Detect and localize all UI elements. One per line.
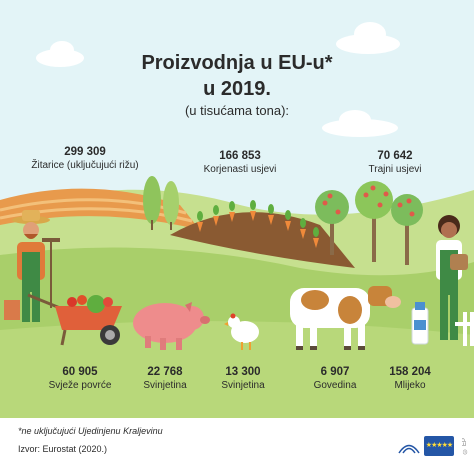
- stat-beef: 6 907 Govedina: [270, 366, 400, 391]
- footnote: *ne uključujući Ujedinjenu Kraljevinu: [18, 426, 163, 436]
- stat-fresh-vegetables: 60 905 Svježe povrće: [15, 366, 145, 391]
- stat-label: Svježe povrće: [48, 380, 112, 391]
- stat-value: 6 907: [320, 366, 350, 378]
- footer: [0, 418, 474, 474]
- cloud-icon: [36, 41, 84, 67]
- stat-label: Žitarice (uključujući rižu): [31, 160, 139, 171]
- farmer-icon: [12, 210, 60, 322]
- stat-poultry: 13 300 Svinjetina: [178, 366, 308, 391]
- stat-value: 158 204: [389, 366, 431, 378]
- cloud-icon: [322, 110, 398, 137]
- page-title: Proizvodnja u EU-u*: [141, 52, 333, 74]
- eu-flag-icon: ★★★★★: [424, 436, 454, 456]
- page-title-year: u 2019.: [203, 78, 271, 100]
- stat-value: 166 853: [219, 150, 261, 162]
- chicken-icon: [224, 313, 259, 350]
- stat-value: 13 300: [225, 366, 261, 378]
- milk-bottle-icon: [411, 302, 429, 345]
- wheelbarrow-icon: [27, 293, 122, 346]
- tree-icon: [143, 176, 179, 230]
- stat-label: Govedina: [313, 380, 357, 391]
- stat-pork: 22 768 Svinjetina: [100, 366, 230, 391]
- stat-label: Korjenasti usjevi: [203, 164, 277, 175]
- stat-root-crops: 166 853 Korjenasti usjevi: [175, 150, 305, 175]
- pig-icon: [133, 302, 210, 350]
- stat-value: 60 905: [62, 366, 98, 378]
- root-crop-field: [170, 200, 355, 268]
- stat-cereals: 299 309 Žitarice (uključujući rižu): [20, 146, 150, 171]
- stat-value: 299 309: [64, 146, 106, 158]
- cloud-icon: [336, 22, 400, 54]
- page-subtitle: (u tisućama tona):: [184, 103, 290, 118]
- stat-milk: 158 204 Mlijeko: [345, 366, 474, 391]
- parliament-logo-icon: [398, 440, 420, 454]
- fence: [455, 312, 474, 346]
- stat-label: Svinjetina: [143, 380, 187, 391]
- stat-label: Svinjetina: [221, 380, 265, 391]
- stat-label: Mlijeko: [394, 380, 426, 391]
- woman-farmer-icon: [436, 215, 468, 340]
- crate-icon: [4, 300, 20, 320]
- stat-permanent-crops: 70 642 Trajni usjevi: [330, 150, 460, 175]
- stat-value: 22 768: [147, 366, 183, 378]
- stat-label: Trajni usjevi: [368, 164, 422, 175]
- stat-value: 70 642: [377, 150, 413, 162]
- source-note: Izvor: Eurostat (2020.): [18, 444, 108, 454]
- fruit-tree-icon: [315, 181, 423, 265]
- front-grass: [0, 321, 474, 418]
- cow-icon: [290, 286, 401, 350]
- copyright-mark: © EP: [462, 438, 468, 454]
